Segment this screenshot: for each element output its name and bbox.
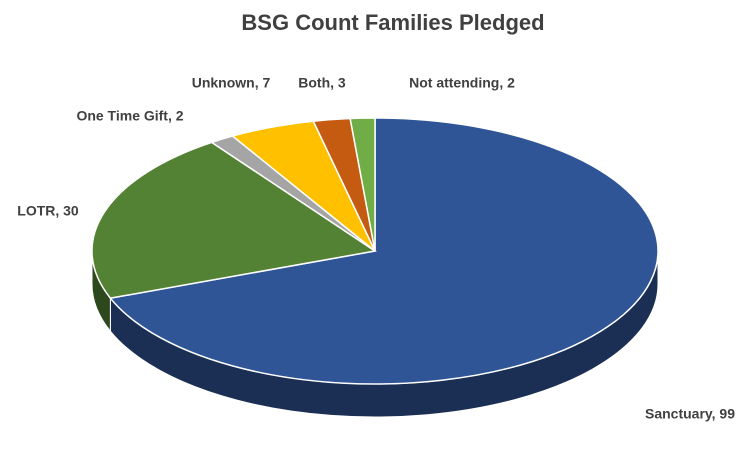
pie-slice: [91, 141, 377, 299]
data-label: Sanctuary, 99: [645, 406, 735, 422]
chart-title: BSG Count Families Pledged: [241, 10, 544, 35]
data-label: One Time Gift, 2: [76, 108, 183, 124]
pie-slice: [109, 117, 659, 385]
pie-slice: [349, 117, 376, 252]
data-label: Not attending, 2: [409, 75, 515, 91]
data-label: Unknown, 7: [192, 75, 271, 91]
data-label: Both, 3: [298, 75, 346, 91]
data-label: LOTR, 30: [17, 203, 79, 219]
